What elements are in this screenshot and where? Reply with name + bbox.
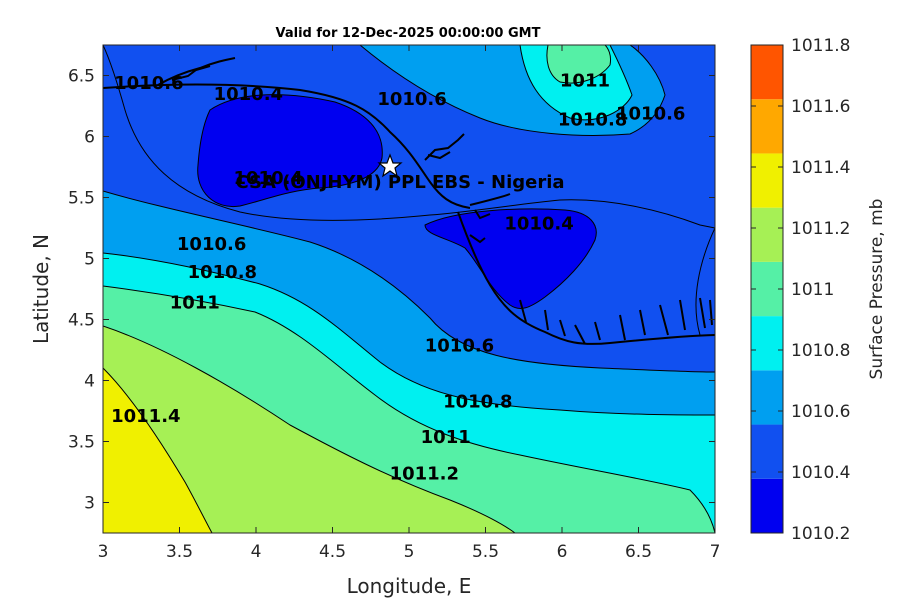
colorbar-tick-label: 1011.4 bbox=[791, 158, 850, 178]
x-tick-label: 5.5 bbox=[472, 542, 499, 562]
contour-label: 1010.8 bbox=[188, 262, 257, 283]
site-annotation: CSA (ONJHYM) PPL EBS - Nigeria bbox=[235, 172, 564, 193]
x-tick-label: 5 bbox=[404, 542, 415, 562]
y-axis-label: Latitude, N bbox=[29, 234, 53, 344]
y-tick-label: 5 bbox=[84, 250, 95, 270]
colorbar-tick-label: 1011.2 bbox=[791, 219, 850, 239]
x-axis: 3 3.5 4 4.5 5 5.5 6 6.5 7 bbox=[98, 45, 721, 562]
x-axis-label: Longitude, E bbox=[347, 574, 472, 598]
coastline bbox=[103, 57, 715, 345]
band-1011-upper bbox=[546, 45, 611, 84]
location-star-marker bbox=[377, 153, 403, 178]
contour-label: 1011.4 bbox=[111, 406, 180, 427]
x-tick-label: 3 bbox=[98, 542, 109, 562]
colorbar-segment bbox=[751, 316, 783, 371]
map-title: Valid for 12-Dec-2025 00:00:00 GMT bbox=[276, 26, 541, 41]
colorbar-segment bbox=[751, 261, 783, 317]
colorbar-tick-label: 1010.4 bbox=[791, 463, 850, 483]
y-tick-label: 4.5 bbox=[68, 311, 95, 331]
contour-label: 1010.6 bbox=[425, 335, 494, 356]
colorbar-tick-label: 1010.2 bbox=[791, 524, 850, 544]
colorbar-tick-label: 1011.6 bbox=[791, 97, 850, 117]
contour-label: 1010.4 bbox=[234, 168, 303, 189]
contour-label: 1010.6 bbox=[114, 73, 183, 94]
contour-label: 1011.2 bbox=[390, 463, 459, 484]
colorbar-tick-label: 1010.8 bbox=[791, 341, 850, 361]
contour-label: 1010.6 bbox=[377, 89, 446, 110]
colorbar-segment bbox=[751, 45, 783, 100]
contour-label: 1010.8 bbox=[558, 110, 627, 131]
low-1010-2-north bbox=[197, 94, 383, 208]
low-1010-2-south bbox=[424, 208, 597, 309]
colorbar-segment bbox=[751, 207, 783, 262]
y-tick-label: 3.5 bbox=[68, 433, 95, 453]
contour-label: 1010.4 bbox=[504, 213, 573, 234]
contour-label: 1010.6 bbox=[616, 104, 685, 125]
colorbar-segment bbox=[751, 424, 783, 479]
colorbar-tick-label: 1011.8 bbox=[791, 36, 850, 56]
x-tick-label: 6 bbox=[557, 542, 568, 562]
band-1011-4 bbox=[103, 367, 213, 533]
colorbar-segment bbox=[751, 370, 783, 425]
colorbar: 1010.2 1010.4 1010.6 1010.8 1011 1011.2 1011.4… bbox=[750, 36, 850, 544]
contour-label: 1011 bbox=[170, 293, 220, 314]
y-axis: 3 3.5 4 4.5 5 5.5 6 6.5 bbox=[68, 67, 715, 514]
colorbar-segment bbox=[751, 153, 783, 208]
y-tick-label: 3 bbox=[84, 494, 95, 514]
x-tick-label: 7 bbox=[710, 542, 721, 562]
colorbar-segment bbox=[751, 99, 783, 154]
contour-label: 1010.8 bbox=[443, 391, 512, 412]
contour-label: 1010.6 bbox=[177, 234, 246, 255]
y-tick-label: 6 bbox=[84, 128, 95, 148]
x-tick-label: 4 bbox=[251, 542, 262, 562]
y-tick-label: 4 bbox=[84, 372, 95, 392]
colorbar-tick-label: 1011 bbox=[791, 280, 834, 300]
colorbar-tick-label: 1010.6 bbox=[791, 402, 850, 422]
band-1011-2 bbox=[103, 325, 516, 533]
x-tick-label: 3.5 bbox=[166, 542, 193, 562]
contour-label: 1011 bbox=[421, 427, 471, 448]
colorbar-label: Surface Pressure, mb bbox=[867, 199, 887, 380]
y-tick-label: 6.5 bbox=[68, 67, 95, 87]
contour-label: 1010.4 bbox=[214, 84, 283, 105]
y-tick-label: 5.5 bbox=[68, 189, 95, 209]
x-tick-label: 4.5 bbox=[319, 542, 346, 562]
colorbar-segment bbox=[751, 478, 783, 533]
contour-label: 1011 bbox=[560, 71, 610, 92]
x-tick-label: 6.5 bbox=[625, 542, 652, 562]
